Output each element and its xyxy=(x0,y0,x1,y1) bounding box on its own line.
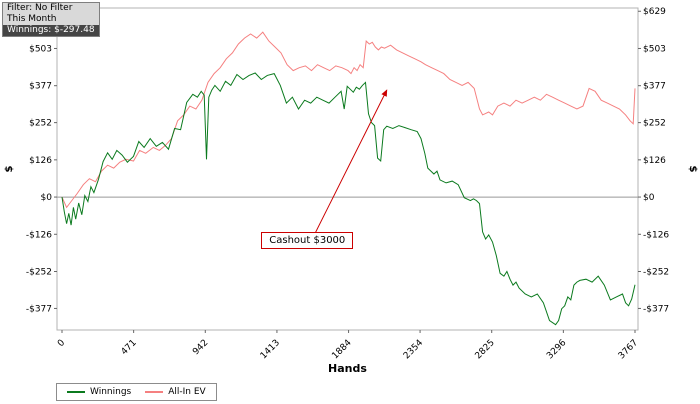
x-tick-label: 3767 xyxy=(617,338,640,361)
y-tick-label-left: $126 xyxy=(29,156,52,166)
y-tick-label-right: $126 xyxy=(643,156,666,166)
legend-item-allin-ev: All-In EV xyxy=(145,387,206,397)
x-tick-label: 0 xyxy=(56,338,67,349)
allin-ev-line-swatch xyxy=(145,391,164,393)
period-label: This Month xyxy=(7,14,57,24)
winnings-line-swatch xyxy=(67,391,85,393)
y-axis-title-left: $ xyxy=(4,165,15,172)
legend-label-winnings: Winnings xyxy=(90,387,132,397)
filter-info-box[interactable]: Filter: No Filter This Month Winnings: $… xyxy=(2,2,100,37)
x-axis-title: Hands xyxy=(328,362,367,375)
y-tick-label-left: -$377 xyxy=(26,304,52,314)
y-tick-label-right: $0 xyxy=(643,193,655,203)
y-tick-label-left: -$252 xyxy=(26,268,52,278)
y-tick-label-right: -$377 xyxy=(643,304,669,314)
filter-label: Filter: No Filter xyxy=(7,3,73,13)
y-tick-label-left: $503 xyxy=(29,44,52,54)
y-tick-label-left: -$126 xyxy=(26,230,52,240)
legend-item-winnings: Winnings xyxy=(67,387,131,397)
y-axis-title-right: $ xyxy=(687,166,698,173)
y-tick-label-right: $377 xyxy=(643,82,666,92)
x-tick-label: 2354 xyxy=(402,338,425,361)
y-tick-label-right: $503 xyxy=(643,44,666,54)
y-tick-label-left: $377 xyxy=(29,82,52,92)
x-tick-label: 1884 xyxy=(330,338,353,361)
y-tick-label-left: $252 xyxy=(29,119,52,129)
x-tick-label: 942 xyxy=(191,338,210,357)
series-line-winnings xyxy=(61,72,636,326)
y-tick-label-right: -$252 xyxy=(643,268,669,278)
legend-label-allin-ev: All-In EV xyxy=(168,387,206,397)
series-line-all-in-ev xyxy=(61,31,636,209)
winnings-total-label: Winnings: $-297.48 xyxy=(3,25,99,36)
y-tick-label-right: $252 xyxy=(643,119,666,129)
cashout-annotation[interactable]: Cashout $3000 xyxy=(261,231,354,249)
annotation-arrow xyxy=(314,89,388,234)
cashout-annotation-label: Cashout $3000 xyxy=(269,234,346,246)
y-tick-label-right: -$126 xyxy=(643,230,669,240)
x-tick-label: 3296 xyxy=(545,338,568,361)
x-tick-label: 2825 xyxy=(474,338,497,361)
x-tick-label: 471 xyxy=(120,338,139,357)
y-tick-label-right: $629 xyxy=(643,7,666,17)
legend: Winnings All-In EV xyxy=(56,383,217,401)
x-tick-label: 1413 xyxy=(259,338,282,361)
y-tick-label-left: $0 xyxy=(41,193,53,203)
